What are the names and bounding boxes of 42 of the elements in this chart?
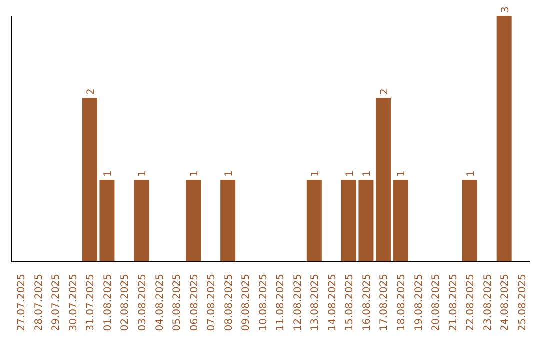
x-tick-label: 02.08.2025 (120, 274, 132, 332)
x-tick-label: 04.08.2025 (154, 274, 166, 332)
data-label: 3 (500, 6, 512, 13)
x-tick-label: 03.08.2025 (138, 274, 148, 332)
x-tick-label: 09.08.2025 (241, 274, 252, 332)
data-label: 1 (138, 170, 149, 177)
data-label: 2 (379, 88, 390, 95)
data-label: 1 (224, 170, 236, 177)
x-tick-label: 01.08.2025 (102, 274, 114, 332)
x-tick-label: 15.08.2025 (344, 274, 356, 332)
data-label: 1 (103, 170, 114, 177)
x-tick-label: 22.08.2025 (466, 274, 477, 332)
x-tick-label: 08.08.2025 (224, 274, 235, 332)
x-tick-label: 23.08.2025 (482, 274, 494, 332)
x-tick-label: 16.08.2025 (362, 274, 373, 332)
x-tick-label: 20.08.2025 (431, 274, 442, 332)
x-tick-label: 30.07.2025 (68, 274, 80, 332)
x-tick-label: 28.07.2025 (34, 274, 45, 332)
x-tick-label: 25.08.2025 (517, 274, 528, 332)
x-tick-label: 14.08.2025 (327, 274, 338, 332)
data-label: 1 (190, 170, 201, 177)
x-tick-label: 13.08.2025 (310, 274, 322, 332)
data-label: 1 (466, 170, 477, 177)
x-tick-label: 10.08.2025 (258, 274, 270, 332)
x-tick-label: 17.08.2025 (379, 274, 390, 332)
x-tick-label: 27.07.2025 (16, 274, 28, 332)
x-tick-label: 11.08.2025 (276, 274, 287, 332)
x-tick-label: 18.08.2025 (396, 274, 408, 332)
data-label: 1 (396, 170, 408, 177)
x-tick-label: 07.08.2025 (206, 274, 218, 332)
x-tick-label: 06.08.2025 (189, 274, 200, 332)
x-tick-label: 05.08.2025 (172, 274, 184, 332)
x-tick-label: 19.08.2025 (414, 274, 425, 332)
x-tick-label: 21.08.2025 (448, 274, 460, 332)
data-label: 1 (344, 170, 356, 177)
data-label: 1 (310, 170, 322, 177)
x-tick-label: 31.07.2025 (86, 274, 97, 332)
x-tick-label: 29.07.2025 (51, 274, 62, 332)
x-tick-label: 12.08.2025 (292, 274, 304, 332)
data-label: 2 (86, 88, 97, 95)
x-tick-label: 24.08.2025 (500, 274, 512, 332)
data-label: 1 (362, 170, 374, 177)
